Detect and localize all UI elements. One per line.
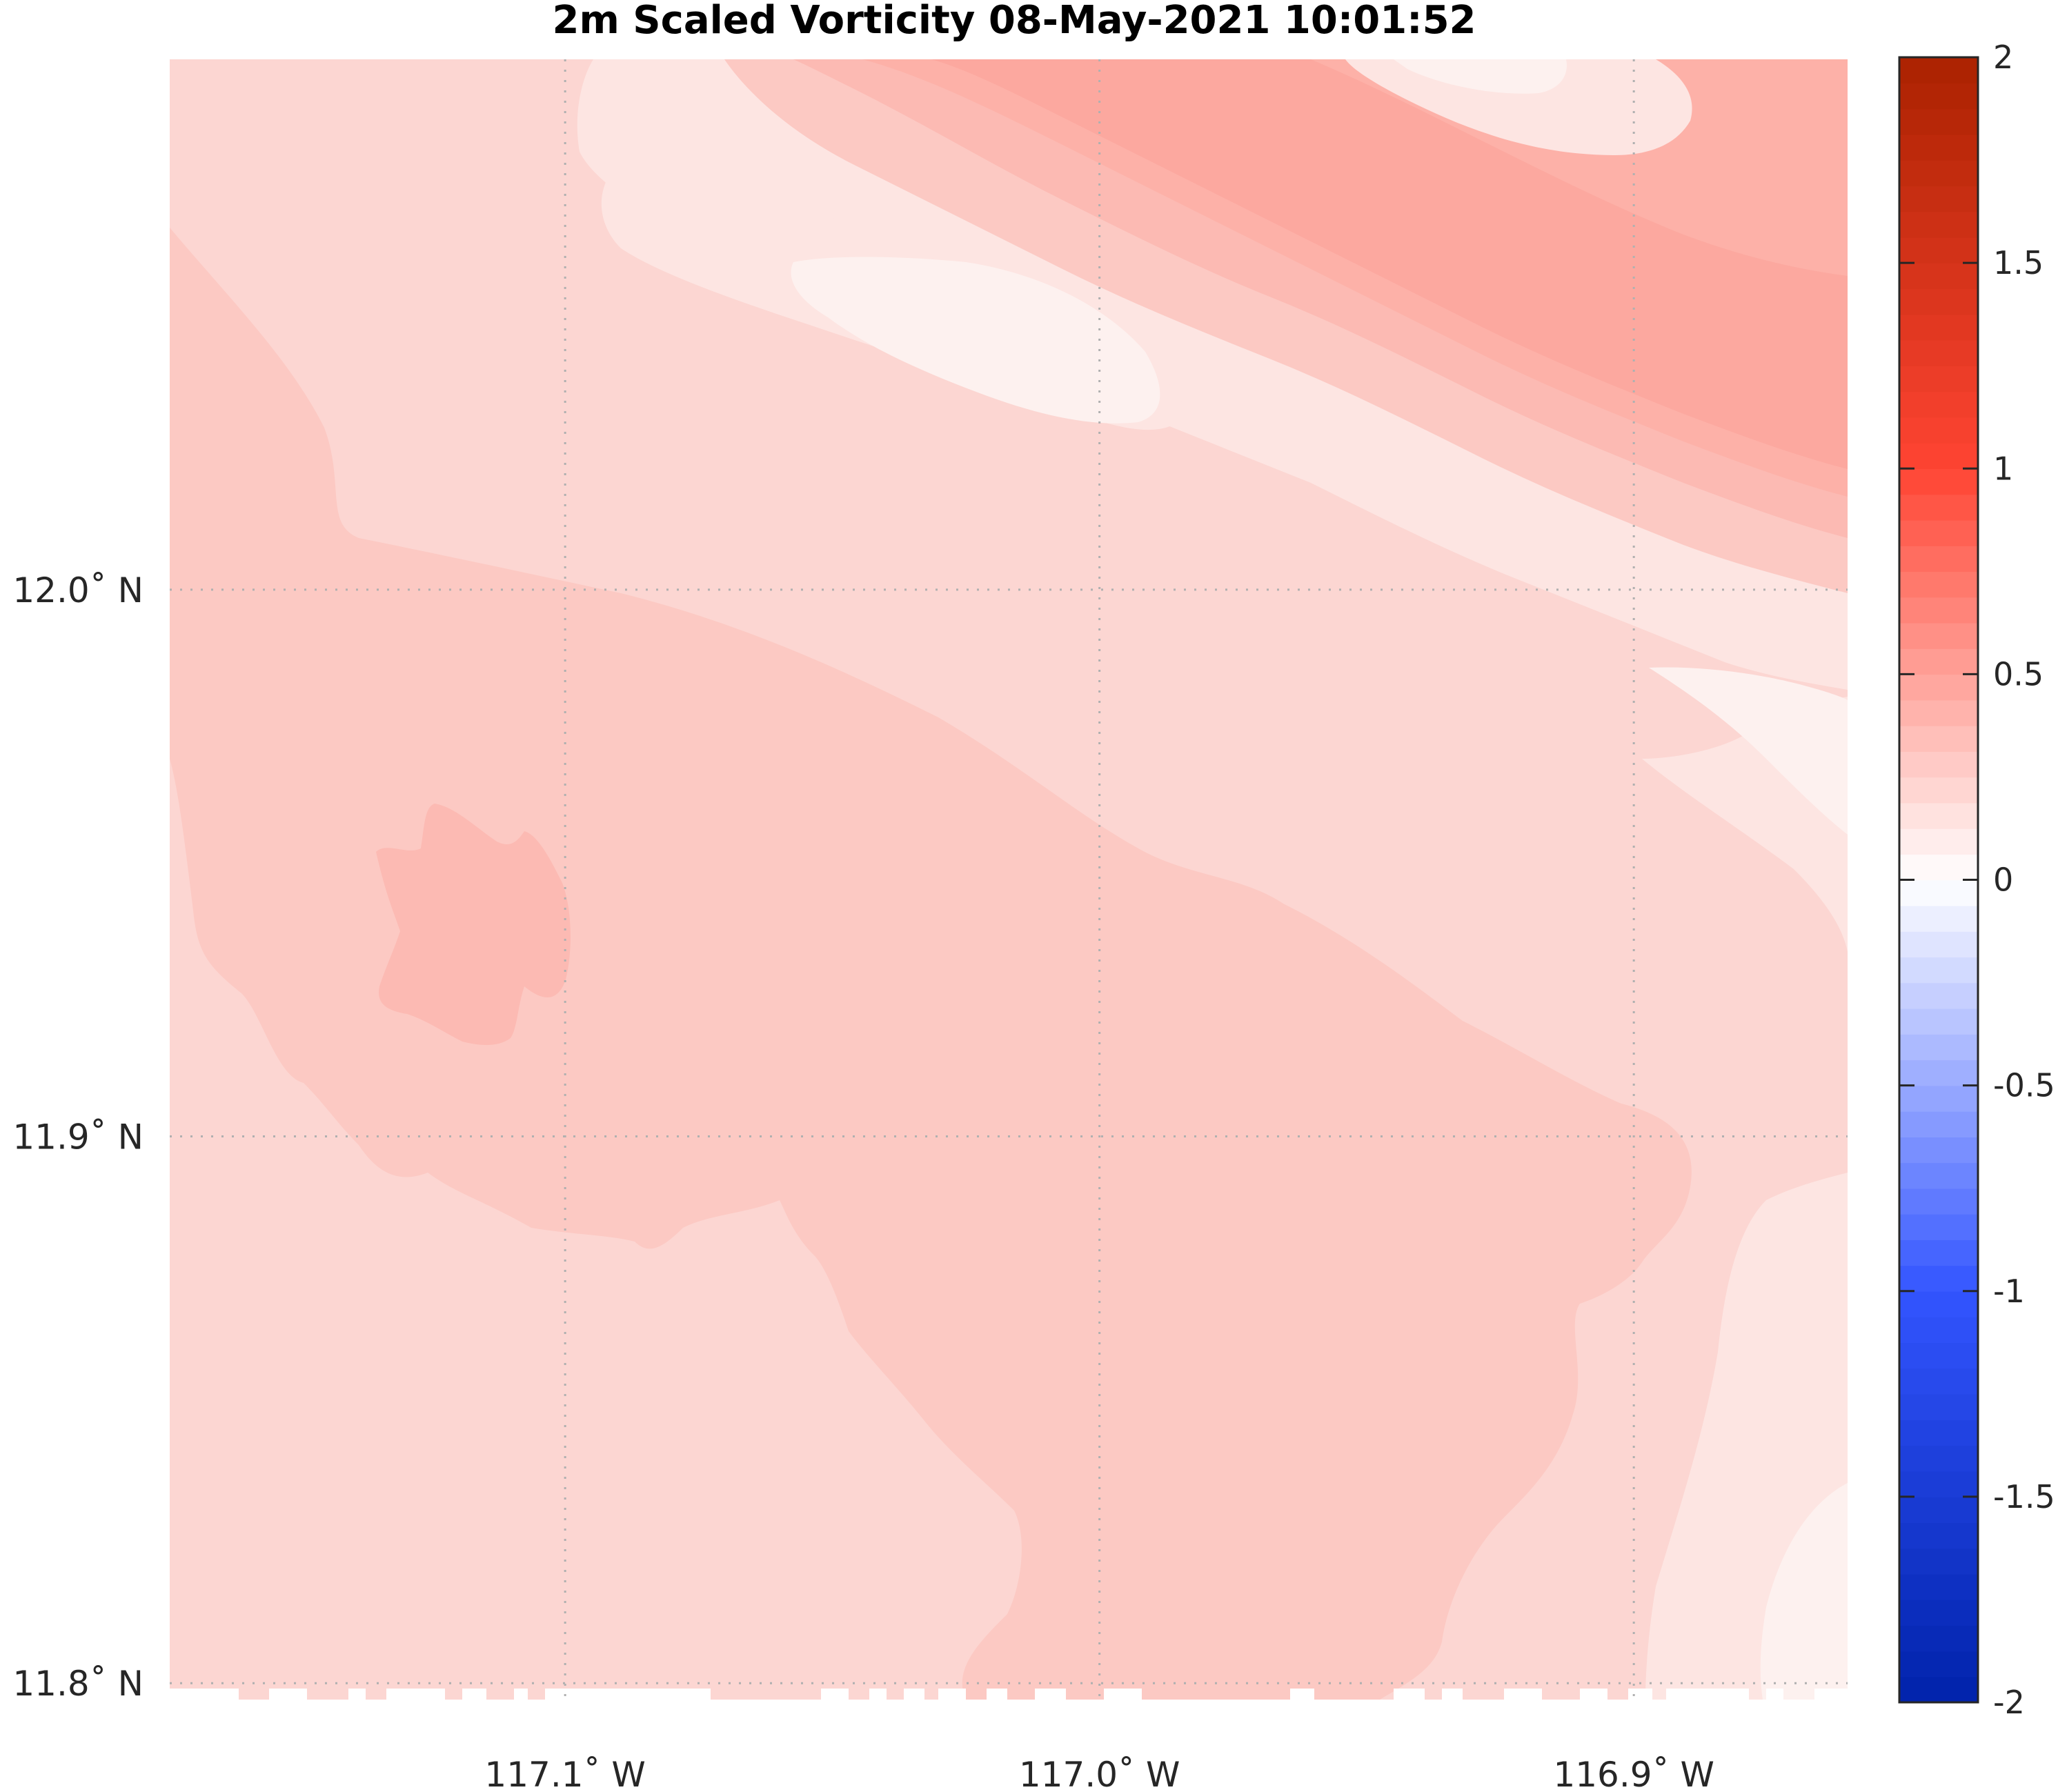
contour-level-0.06-right — [1649, 667, 1848, 835]
colorbar-level — [1899, 1393, 1978, 1420]
y-axis-tick-labels: 12.0˚ N 11.9˚ N 11.8˚ N — [12, 570, 144, 1704]
colorbar-level — [1899, 725, 1978, 752]
colorbar-tick-label: 1 — [1993, 450, 2013, 487]
colorbar-tick-label: -0.5 — [1993, 1067, 2055, 1104]
colorbar-level — [1899, 1265, 1978, 1292]
colorbar-level — [1899, 674, 1978, 701]
vorticity-field — [170, 59, 1848, 1700]
colorbar-level — [1899, 57, 1978, 84]
colorbar-level — [1899, 1137, 1978, 1164]
colorbar-level — [1899, 468, 1978, 495]
colorbar-level — [1899, 1625, 1978, 1652]
y-tick-label: 11.8˚ N — [12, 1664, 144, 1704]
contour-level-0.06-lobe — [791, 257, 1160, 424]
colorbar-level — [1899, 1651, 1978, 1677]
colorbar-level — [1899, 828, 1978, 855]
colorbar-level — [1899, 802, 1978, 829]
colorbar-level — [1899, 571, 1978, 598]
gridlines — [170, 59, 1848, 1700]
colorbar-tick-label: 1.5 — [1993, 244, 2044, 281]
colorbar-level — [1899, 108, 1978, 135]
colorbar-level — [1899, 1213, 1978, 1241]
colorbar-level — [1899, 1085, 1978, 1112]
colorbar-level — [1899, 1420, 1978, 1446]
colorbar-level — [1899, 519, 1978, 546]
x-tick-label: 116.9˚ W — [1553, 1755, 1714, 1792]
colorbar-level — [1899, 751, 1978, 778]
map-plot-area — [170, 59, 1848, 1700]
colorbar-tick-label: -1.5 — [1993, 1478, 2055, 1515]
colorbar: 2 1.5 1 0.5 0 -0.5 -1 -1.5 -2 — [1898, 39, 2055, 1721]
colorbar-level — [1899, 1240, 1978, 1266]
colorbar-level — [1899, 1162, 1978, 1189]
colorbar-level — [1899, 1034, 1978, 1061]
colorbar-level — [1899, 777, 1978, 804]
colorbar-level — [1899, 1059, 1978, 1086]
colorbar-tick-label: -2 — [1993, 1684, 2025, 1721]
colorbar-level — [1899, 339, 1978, 366]
colorbar-level — [1899, 597, 1978, 624]
colorbar-level — [1899, 854, 1978, 881]
colorbar-level — [1899, 957, 1978, 984]
colorbar-level — [1899, 134, 1978, 161]
y-tick-label: 12.0˚ N — [12, 570, 144, 610]
colorbar-level — [1899, 699, 1978, 726]
colorbar-gradient — [1899, 57, 1978, 1703]
x-tick-label: 117.0˚ W — [1019, 1755, 1180, 1792]
colorbar-level — [1899, 1471, 1978, 1497]
colorbar-level — [1899, 366, 1978, 392]
colorbar-level — [1899, 314, 1978, 341]
colorbar-level — [1899, 648, 1978, 675]
colorbar-level — [1899, 1573, 1978, 1600]
colorbar-level — [1899, 905, 1978, 932]
colorbar-level — [1899, 160, 1978, 187]
colorbar-level — [1899, 931, 1978, 958]
colorbar-level — [1899, 1188, 1978, 1215]
colorbar-level — [1899, 879, 1978, 906]
colorbar-level — [1899, 1008, 1978, 1035]
x-axis-tick-labels: 117.1˚ W 117.0˚ W 116.9˚ W — [484, 1755, 1714, 1792]
colorbar-level — [1899, 186, 1978, 212]
colorbar-level — [1899, 1368, 1978, 1395]
colorbar-level — [1899, 1548, 1978, 1575]
colorbar-level — [1899, 391, 1978, 418]
contour-level-0.12-toplobe — [1345, 59, 1692, 155]
colorbar-level — [1899, 417, 1978, 444]
colorbar-level — [1899, 982, 1978, 1009]
colorbar-level — [1899, 442, 1978, 470]
colorbar-level — [1899, 546, 1978, 573]
colorbar-tick-label: 2 — [1993, 39, 2013, 76]
colorbar-level — [1899, 263, 1978, 290]
chart-title: 2m Scaled Vorticity 08-May-2021 10:01:52 — [552, 0, 1476, 43]
colorbar-level — [1899, 1599, 1978, 1626]
colorbar-level — [1899, 211, 1978, 238]
contour-level-0.37-band — [862, 59, 1848, 497]
colorbar-level — [1899, 1317, 1978, 1344]
colorbar-level — [1899, 1445, 1978, 1472]
colorbar-level — [1899, 1496, 1978, 1523]
colorbar-level — [1899, 1676, 1978, 1703]
contour-level-0.06-bottomright — [1760, 1483, 1848, 1700]
colorbar-level — [1899, 237, 1978, 263]
bottom-missing-data — [170, 1689, 1848, 1700]
colorbar-level — [1899, 1522, 1978, 1549]
colorbar-tick-label: -1 — [1993, 1273, 2025, 1310]
x-tick-label: 117.1˚ W — [484, 1755, 645, 1792]
contour-level-0.31-blob — [376, 804, 571, 1045]
colorbar-level — [1899, 288, 1978, 315]
colorbar-level — [1899, 1291, 1978, 1317]
colorbar-level — [1899, 494, 1978, 521]
contour-level-0.06-toplobe — [1394, 59, 1567, 94]
colorbar-level — [1899, 83, 1978, 110]
colorbar-level — [1899, 1342, 1978, 1369]
y-tick-label: 11.9˚ N — [12, 1117, 144, 1157]
contour-level-0.44-band — [931, 59, 1848, 469]
colorbar-level — [1899, 1111, 1978, 1137]
colorbar-level — [1899, 622, 1978, 649]
colorbar-tick-label: 0 — [1993, 862, 2013, 899]
contour-level-0.25-region — [170, 228, 1692, 1700]
colorbar-ticks: 2 1.5 1 0.5 0 -0.5 -1 -1.5 -2 — [1899, 39, 2055, 1721]
colorbar-tick-label: 0.5 — [1993, 655, 2044, 693]
